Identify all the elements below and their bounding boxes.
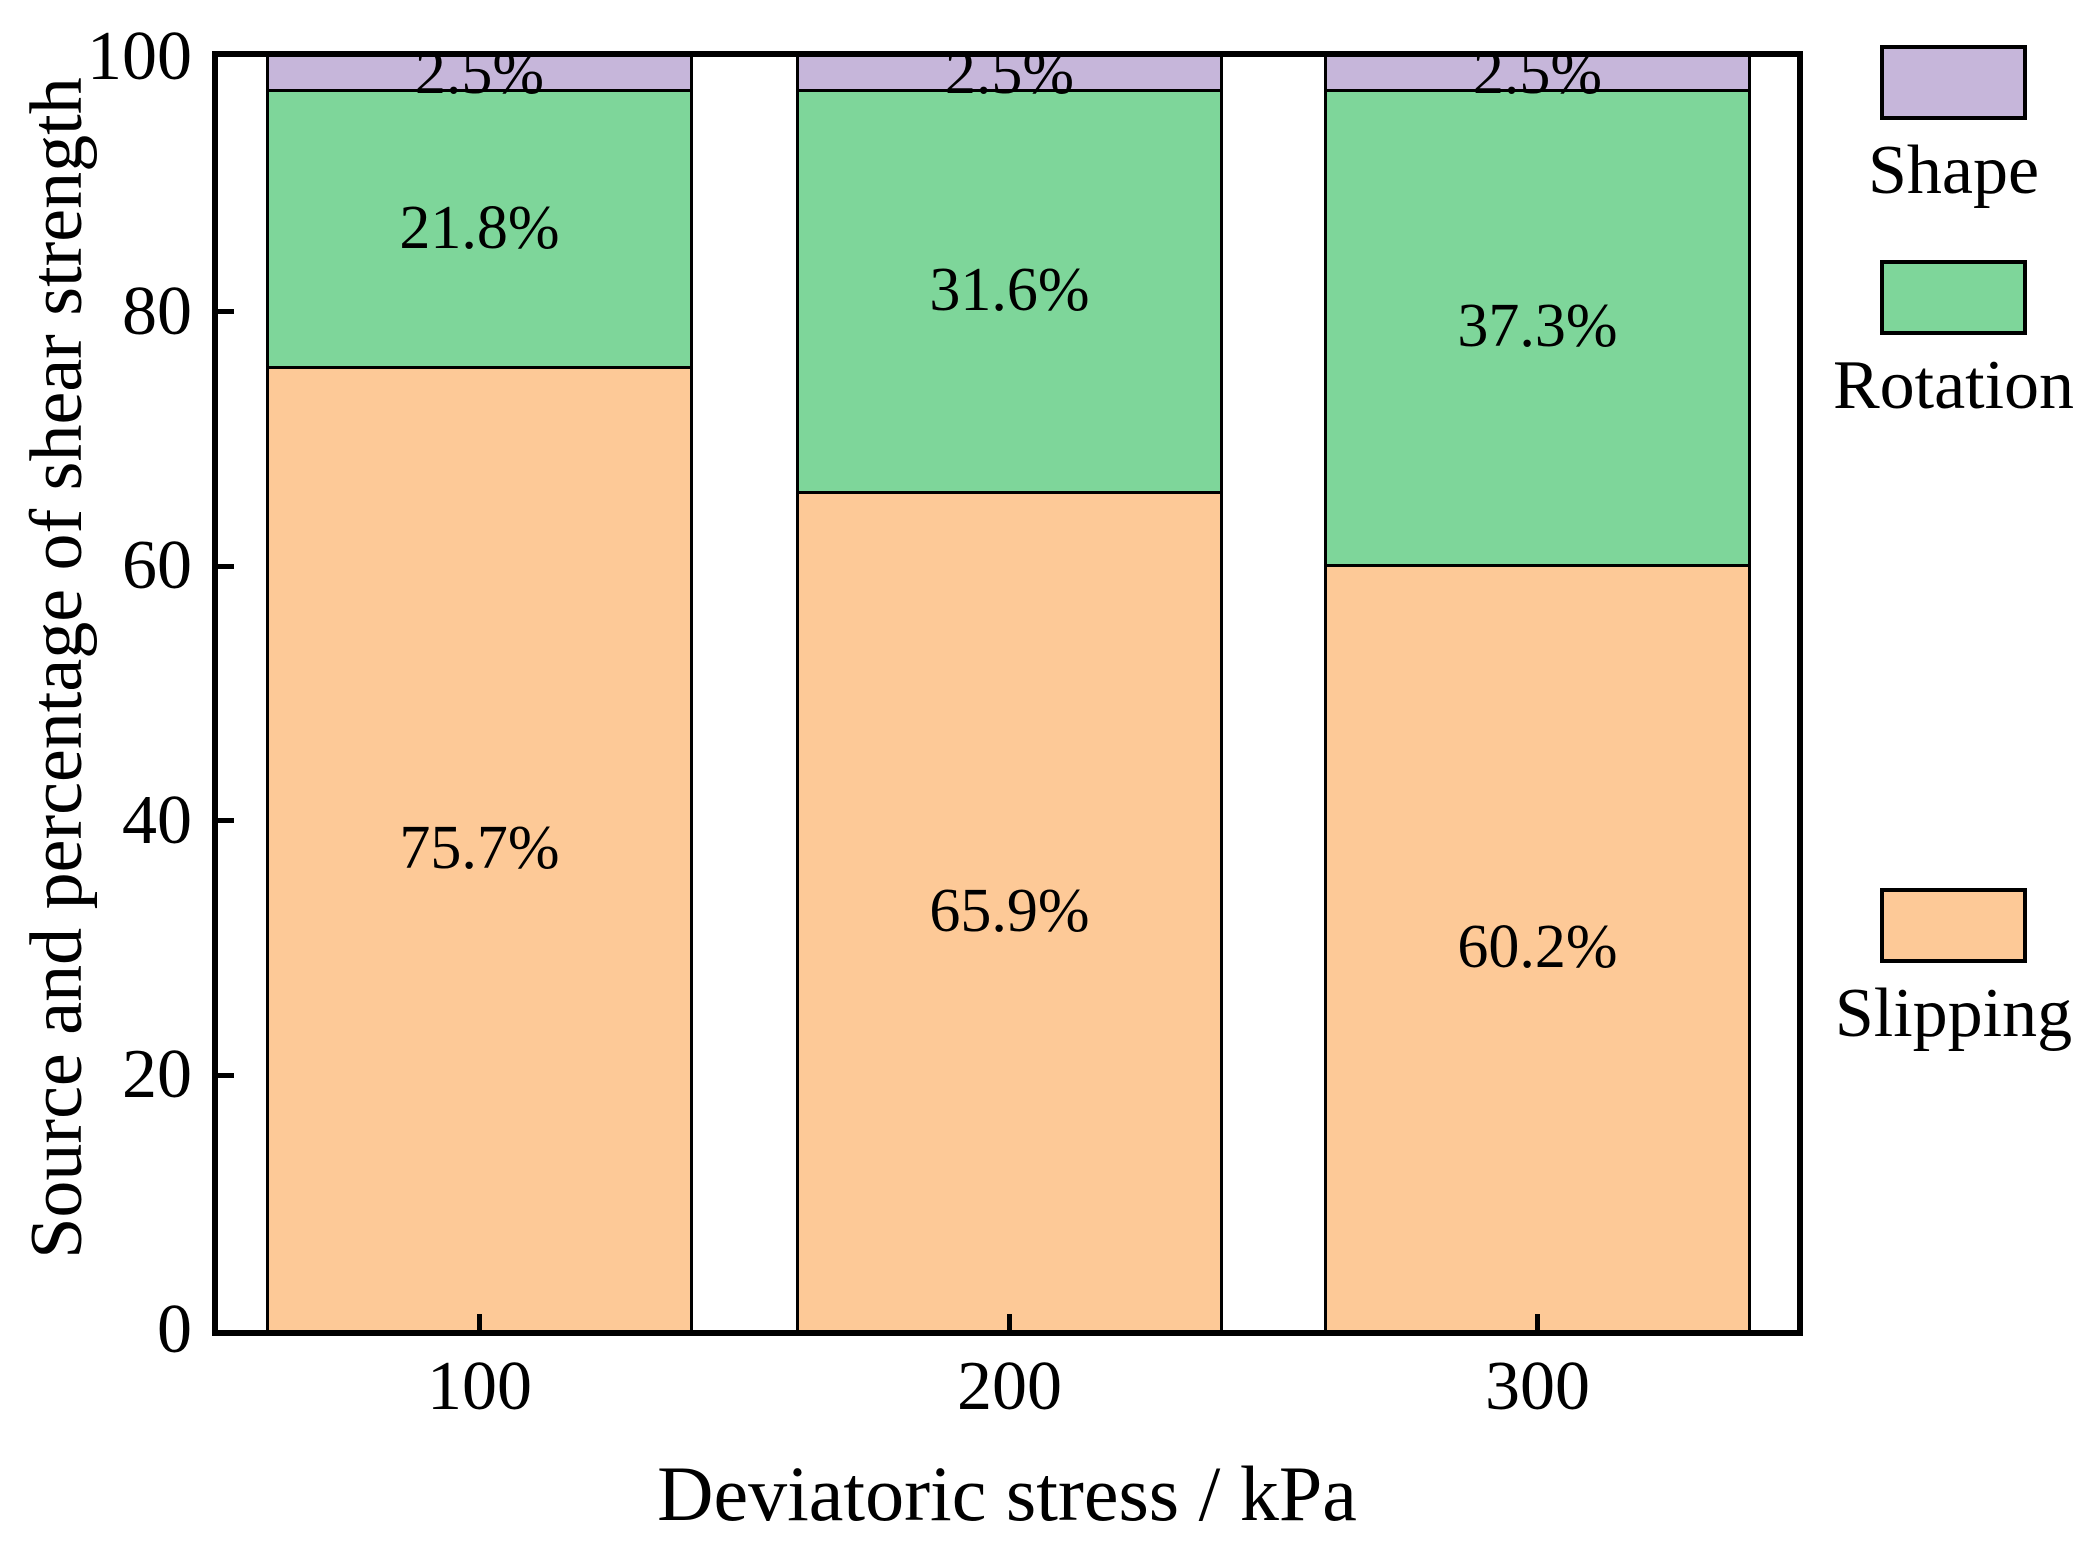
legend-label-shape: Shape: [1867, 132, 2040, 209]
x-tick: [477, 1314, 482, 1330]
bar-segment-label: 2.5%: [944, 38, 1075, 107]
plot-area: 75.7% 21.8% 2.5% 65.9% 31.6% 2.5% 60.2% 37.3% 2.…: [212, 42, 1803, 1336]
legend-swatch-rotation: [1880, 260, 2027, 335]
bar-segment-label: 21.8%: [399, 193, 560, 262]
legend-label-rotation: Rotation: [1832, 347, 2075, 424]
legend-swatch-slipping: [1880, 888, 2027, 963]
y-tick: [218, 1072, 234, 1078]
bar-segment-slipping: [1324, 563, 1751, 1330]
bar-segment-label: 37.3%: [1457, 292, 1618, 361]
bar-segment-label: 75.7%: [399, 814, 560, 883]
y-tick-label: 60: [122, 527, 192, 605]
y-tick-label: 0: [157, 1291, 192, 1368]
bar-group-300: 60.2% 37.3% 2.5%: [1324, 42, 1751, 1330]
y-tick-label: 40: [122, 781, 192, 859]
x-tick-label: 200: [957, 1348, 1062, 1425]
bar-segment-slipping: [796, 491, 1223, 1330]
y-tick: [218, 818, 234, 824]
bar-segment-label: 2.5%: [414, 38, 545, 107]
x-tick-label: 300: [1485, 1348, 1590, 1425]
y-tick: [218, 563, 234, 569]
bar-segment-label: 2.5%: [1472, 38, 1603, 107]
y-tick-label: 80: [122, 272, 192, 350]
bar-segment-rotation: [796, 88, 1223, 495]
x-tick-label: 100: [427, 1348, 532, 1425]
bar-segment-rotation: [266, 88, 693, 370]
bar-segment-shape: [266, 57, 693, 92]
bar-segment-label: 60.2%: [1457, 912, 1618, 981]
bar-segment-label: 65.9%: [929, 876, 1090, 945]
y-tick-label: 20: [122, 1036, 192, 1114]
x-tick: [1535, 1314, 1540, 1330]
bar-segment-label: 31.6%: [929, 255, 1090, 324]
y-tick: [218, 309, 234, 315]
bar-segment-shape: [1324, 57, 1751, 92]
bar-segment-shape: [796, 57, 1223, 92]
bar-segment-slipping: [266, 366, 693, 1330]
legend-swatch-shape: [1880, 45, 2027, 120]
bar-segment-rotation: [1324, 88, 1751, 567]
y-tick-label: 100: [87, 18, 192, 95]
x-tick: [1007, 1314, 1012, 1330]
legend-label-slipping: Slipping: [1834, 975, 2073, 1052]
bar-group-200: 65.9% 31.6% 2.5%: [796, 42, 1223, 1330]
x-axis-title: Deviatoric stress / kPa: [657, 1450, 1357, 1537]
bar-group-100: 75.7% 21.8% 2.5%: [266, 42, 693, 1330]
